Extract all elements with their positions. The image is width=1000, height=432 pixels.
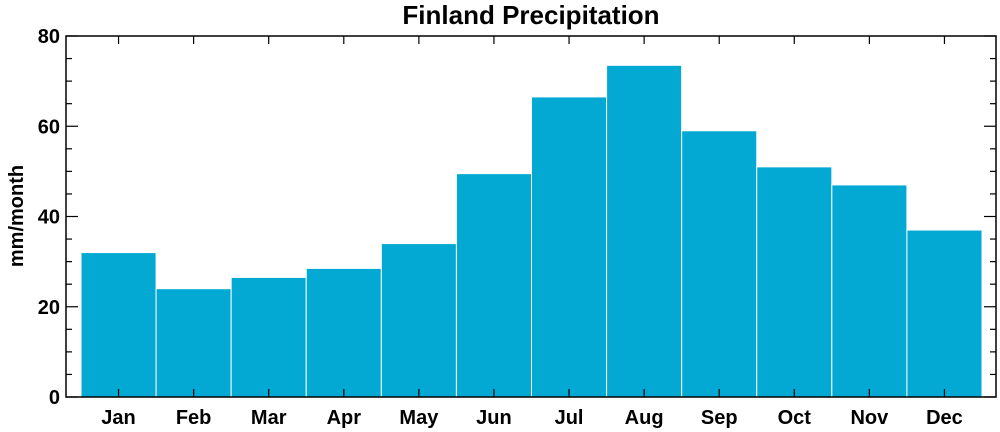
x-tick-label: Sep: [701, 407, 738, 429]
y-tick-label: 60: [38, 116, 60, 138]
chart-title: Finland Precipitation: [402, 0, 659, 30]
y-tick-group: 0 20 40 60 80: [38, 26, 996, 409]
y-tick-label: 20: [38, 297, 60, 319]
x-tick-label: Mar: [251, 407, 287, 429]
x-tick-label: Apr: [327, 407, 362, 429]
y-tick-label: 0: [49, 387, 60, 409]
x-tick-group: Jan Feb Mar Apr May Jun Jul Aug Sep Oct Nov Dec: [101, 36, 963, 429]
bar-jul: [531, 96, 608, 398]
x-tick-label: Jun: [476, 407, 512, 429]
bar-nov: [831, 184, 908, 398]
bar-group: [80, 64, 983, 398]
bar-aug: [606, 64, 683, 398]
bar-jan: [80, 252, 157, 398]
bar-dec: [906, 229, 983, 398]
y-tick-label: 80: [38, 26, 60, 48]
x-tick-label: Jan: [101, 407, 135, 429]
x-tick-label: Aug: [625, 407, 664, 429]
bar-sep: [681, 130, 758, 398]
x-tick-label: Jul: [555, 407, 584, 429]
x-tick-label: Oct: [778, 407, 812, 429]
y-axis-label: mm/month: [6, 165, 28, 267]
x-tick-label: May: [399, 407, 439, 429]
bar-oct: [756, 166, 833, 398]
x-tick-label: Dec: [926, 407, 963, 429]
y-tick-label: 40: [38, 207, 60, 229]
bar-apr: [305, 267, 382, 398]
bar-mar: [230, 276, 307, 398]
bar-may: [380, 243, 457, 398]
x-tick-label: Nov: [850, 407, 889, 429]
bar-feb: [155, 288, 232, 398]
x-tick-label: Feb: [176, 407, 212, 429]
bar-jun: [455, 173, 532, 398]
